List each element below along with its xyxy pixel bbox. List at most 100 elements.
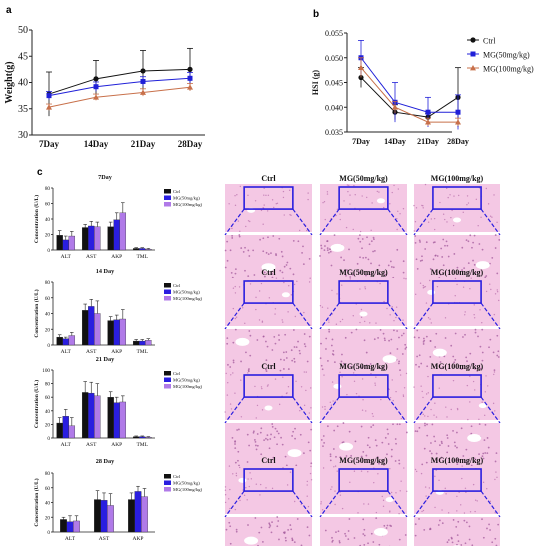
- nucleus-dot: [444, 487, 446, 490]
- nucleus-dot: [493, 369, 496, 372]
- nucleus-dot: [260, 453, 263, 456]
- nucleus-dot: [473, 314, 475, 316]
- nucleus-dot: [363, 503, 365, 505]
- nucleus-dot: [225, 528, 228, 531]
- nucleus-dot: [444, 337, 447, 339]
- bar: [113, 402, 120, 439]
- zoom-connector-right: [387, 302, 408, 330]
- nucleus-dot: [473, 363, 475, 366]
- nucleus-dot: [336, 425, 339, 428]
- nucleus-dot: [249, 220, 251, 223]
- bar: [107, 505, 114, 533]
- nucleus-dot: [291, 435, 294, 437]
- nucleus-dot: [367, 471, 369, 473]
- nucleus-dot: [247, 370, 250, 373]
- nucleus-dot: [224, 501, 227, 504]
- nucleus-dot: [228, 498, 230, 500]
- nucleus-dot: [343, 200, 345, 202]
- y-tick-label: 0.050: [325, 54, 343, 63]
- nucleus-dot: [270, 433, 272, 436]
- nucleus-dot: [232, 361, 235, 364]
- nucleus-dot: [255, 417, 257, 419]
- nucleus-dot: [372, 541, 375, 543]
- nucleus-dot: [442, 238, 445, 241]
- nucleus-dot: [291, 537, 294, 540]
- series-line: [48, 77, 191, 97]
- nucleus-dot: [425, 335, 428, 338]
- nucleus-dot: [353, 184, 355, 187]
- nucleus-dot: [466, 360, 468, 363]
- nucleus-dot: [402, 260, 405, 263]
- nucleus-dot: [293, 283, 296, 286]
- bar: [56, 235, 63, 251]
- nucleus-dot: [319, 305, 322, 307]
- nucleus-dot: [294, 315, 297, 318]
- zoom-connector-left: [319, 396, 340, 424]
- nucleus-dot: [359, 240, 362, 243]
- nucleus-dot: [256, 444, 259, 447]
- nucleus-dot: [246, 461, 249, 463]
- nucleus-dot: [482, 481, 485, 484]
- nucleus-dot: [334, 490, 336, 492]
- nucleus-dot: [226, 342, 229, 345]
- vessel-lumen: [385, 497, 394, 503]
- nucleus-dot: [322, 467, 325, 469]
- nucleus-dot: [416, 267, 419, 270]
- nucleus-dot: [344, 532, 346, 535]
- nucleus-dot: [266, 210, 269, 212]
- nucleus-dot: [490, 288, 492, 291]
- zoom-connector-right: [387, 490, 408, 518]
- nucleus-dot: [462, 455, 465, 457]
- zoom-connector-left: [319, 208, 340, 236]
- nucleus-dot: [492, 351, 495, 354]
- nucleus-dot: [242, 251, 245, 253]
- nucleus-dot: [276, 525, 279, 528]
- histology-image-lowmag: [320, 466, 407, 514]
- nucleus-dot: [291, 539, 294, 542]
- nucleus-dot: [306, 480, 309, 483]
- nucleus-dot: [339, 218, 341, 221]
- nucleus-dot: [373, 481, 375, 484]
- zoom-connector-left: [413, 302, 434, 330]
- nucleus-dot: [398, 360, 401, 363]
- bar: [139, 436, 146, 439]
- nucleus-dot: [360, 316, 363, 319]
- nucleus-dot: [299, 410, 301, 412]
- nucleus-dot: [390, 266, 393, 268]
- nucleus-dot: [495, 471, 497, 473]
- nucleus-dot: [431, 423, 434, 426]
- nucleus-dot: [454, 295, 456, 297]
- histology-image-lowmag: [225, 278, 312, 326]
- nucleus-dot: [372, 424, 375, 427]
- y-tick-label: 50: [18, 25, 28, 36]
- nucleus-dot: [358, 271, 361, 274]
- nucleus-dot: [265, 359, 268, 362]
- nucleus-dot: [373, 250, 376, 252]
- zoom-box: [243, 374, 294, 398]
- nucleus-dot: [229, 403, 232, 405]
- nucleus-dot: [430, 218, 433, 220]
- nucleus-dot: [399, 374, 402, 376]
- bar: [94, 226, 101, 251]
- vessel-lumen: [475, 261, 490, 270]
- nucleus-dot: [252, 430, 255, 433]
- nucleus-dot: [224, 486, 227, 488]
- nucleus-dot: [244, 322, 246, 325]
- nucleus-dot: [405, 346, 408, 349]
- nucleus-dot: [331, 486, 333, 488]
- histology-image-highmag: [225, 329, 312, 372]
- nucleus-dot: [430, 322, 432, 324]
- nucleus-dot: [332, 353, 335, 356]
- nucleus-dot: [447, 196, 449, 199]
- nucleus-dot: [453, 361, 456, 364]
- nucleus-dot: [450, 216, 452, 219]
- nucleus-dot: [396, 423, 399, 426]
- nucleus-dot: [386, 307, 388, 310]
- y-axis-label: Concentration (U/L): [33, 478, 40, 526]
- nucleus-dot: [323, 201, 326, 203]
- histology-image-lowmag: [225, 184, 312, 232]
- nucleus-dot: [467, 418, 469, 421]
- nucleus-dot: [238, 235, 241, 238]
- nucleus-dot: [485, 187, 488, 190]
- nucleus-dot: [227, 382, 229, 384]
